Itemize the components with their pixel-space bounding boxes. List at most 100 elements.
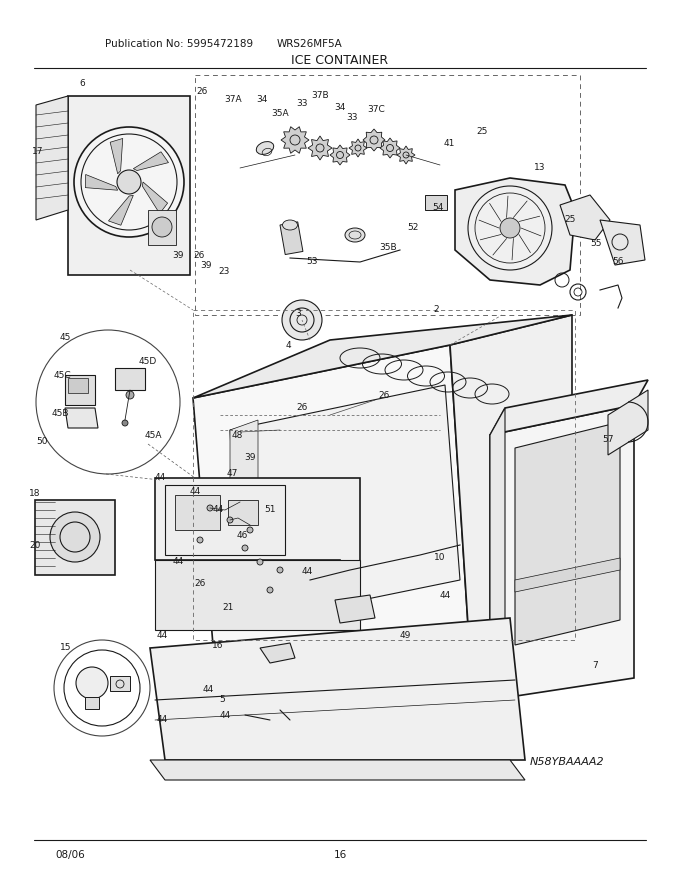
Text: 54: 54: [432, 203, 443, 212]
Polygon shape: [35, 500, 115, 575]
Text: 25: 25: [564, 216, 576, 224]
Text: 18: 18: [29, 488, 41, 497]
Text: 23: 23: [218, 268, 230, 276]
Text: 25: 25: [476, 128, 488, 136]
Polygon shape: [110, 138, 123, 173]
Text: 51: 51: [265, 505, 276, 515]
Polygon shape: [193, 315, 572, 398]
Polygon shape: [108, 195, 133, 225]
Text: ICE CONTAINER: ICE CONTAINER: [292, 54, 388, 67]
Text: 55: 55: [590, 239, 602, 248]
Bar: [110, 676, 130, 691]
Circle shape: [468, 186, 552, 270]
Text: 47: 47: [226, 470, 238, 479]
Text: 21: 21: [222, 604, 234, 612]
Text: 39: 39: [244, 452, 256, 461]
Text: N58YBAAAA2: N58YBAAAA2: [530, 757, 605, 767]
Text: 16: 16: [333, 850, 347, 860]
Circle shape: [122, 420, 128, 426]
Text: 45D: 45D: [139, 357, 157, 366]
Polygon shape: [363, 129, 385, 151]
Bar: [85, 697, 99, 709]
Polygon shape: [450, 315, 572, 625]
Text: 15: 15: [61, 643, 72, 652]
Text: 50: 50: [36, 437, 48, 446]
Circle shape: [126, 391, 134, 399]
Bar: [228, 500, 258, 525]
Text: 26: 26: [378, 391, 390, 400]
Circle shape: [247, 527, 253, 533]
Circle shape: [257, 559, 263, 565]
Text: 44: 44: [156, 715, 168, 724]
Text: WRS26MF5A: WRS26MF5A: [277, 39, 343, 49]
Polygon shape: [65, 408, 98, 428]
Circle shape: [227, 517, 233, 523]
Bar: [175, 495, 220, 530]
Text: 48: 48: [231, 430, 243, 439]
Text: 45: 45: [59, 334, 71, 342]
Polygon shape: [36, 96, 68, 220]
Polygon shape: [455, 178, 575, 285]
Text: 39: 39: [200, 260, 211, 269]
Polygon shape: [490, 408, 505, 700]
Text: 49: 49: [399, 632, 411, 641]
Circle shape: [74, 127, 184, 237]
Bar: [280, 222, 303, 254]
Text: 08/06: 08/06: [55, 850, 85, 860]
Bar: [195, 75, 580, 315]
Text: 34: 34: [335, 102, 345, 112]
Polygon shape: [600, 220, 645, 265]
Text: 44: 44: [212, 505, 224, 515]
Text: 26: 26: [197, 86, 207, 96]
Polygon shape: [68, 96, 190, 275]
Circle shape: [117, 170, 141, 194]
Text: 41: 41: [443, 140, 455, 149]
Text: 39: 39: [172, 251, 184, 260]
Polygon shape: [86, 174, 118, 190]
Polygon shape: [560, 195, 610, 240]
Text: 45C: 45C: [53, 370, 71, 379]
Polygon shape: [155, 560, 360, 630]
Text: 44: 44: [439, 590, 451, 599]
Text: 26: 26: [193, 251, 205, 260]
Text: 46: 46: [237, 531, 248, 539]
Text: Publication No: 5995472189: Publication No: 5995472189: [105, 39, 253, 49]
Polygon shape: [335, 595, 375, 623]
Text: 2: 2: [433, 305, 439, 314]
Text: 57: 57: [602, 436, 614, 444]
Polygon shape: [142, 182, 167, 214]
Text: 37A: 37A: [224, 96, 242, 105]
Text: 53: 53: [306, 258, 318, 267]
Polygon shape: [165, 485, 285, 555]
Text: 45B: 45B: [51, 408, 69, 417]
Ellipse shape: [256, 142, 274, 154]
Circle shape: [500, 218, 520, 238]
Text: 7: 7: [592, 661, 598, 670]
Text: 13: 13: [534, 164, 546, 172]
Polygon shape: [65, 375, 95, 405]
Bar: [148, 210, 176, 245]
Text: 44: 44: [220, 710, 231, 720]
Polygon shape: [330, 145, 350, 165]
Polygon shape: [260, 643, 295, 663]
Polygon shape: [349, 139, 367, 157]
Polygon shape: [380, 138, 400, 158]
Polygon shape: [281, 127, 309, 153]
Polygon shape: [230, 420, 258, 540]
Polygon shape: [397, 146, 415, 164]
Text: 34: 34: [256, 96, 268, 105]
Ellipse shape: [345, 228, 365, 242]
Text: 45A: 45A: [144, 430, 162, 439]
Circle shape: [207, 505, 213, 511]
Text: 37C: 37C: [367, 106, 385, 114]
Polygon shape: [308, 136, 332, 160]
Text: 33: 33: [296, 99, 308, 108]
Polygon shape: [490, 405, 634, 700]
Text: 44: 44: [203, 686, 214, 694]
Text: 16: 16: [212, 641, 224, 649]
Polygon shape: [133, 151, 169, 171]
Circle shape: [242, 545, 248, 551]
Text: 4: 4: [285, 341, 291, 349]
Text: 44: 44: [172, 558, 184, 567]
Text: 6: 6: [79, 79, 85, 89]
